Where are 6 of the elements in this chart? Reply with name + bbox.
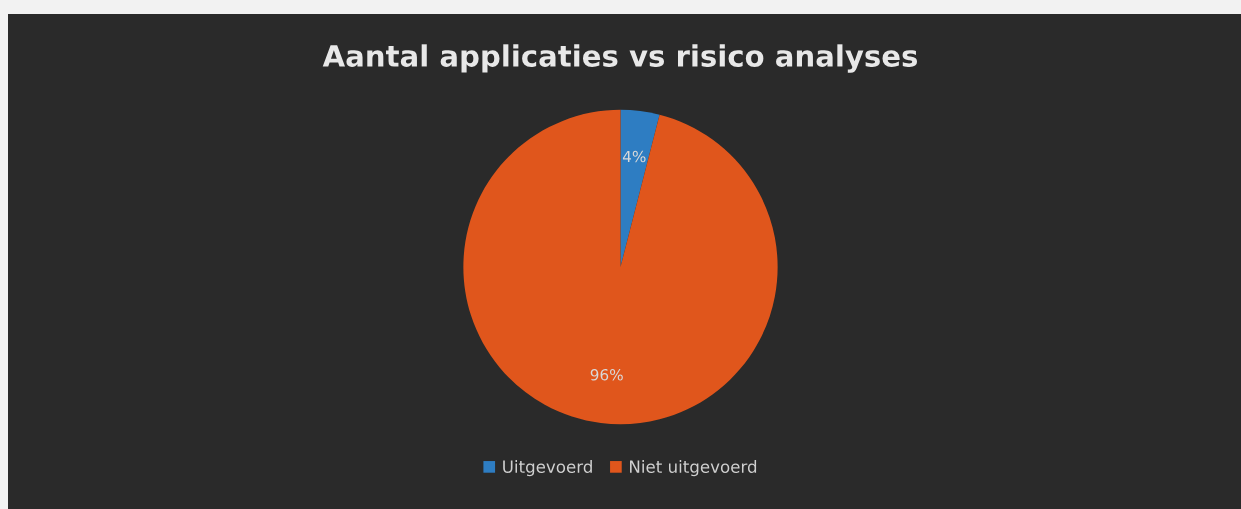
legend-label: Niet uitgevoerd bbox=[630, 460, 757, 477]
data-label: 96% bbox=[590, 369, 623, 381]
pie-slice bbox=[463, 109, 778, 425]
chart-title: Aantal applicaties vs risico analyses bbox=[322, 44, 918, 73]
legend-label: Uitgevoerd bbox=[503, 460, 592, 477]
data-label: 4% bbox=[622, 150, 646, 163]
